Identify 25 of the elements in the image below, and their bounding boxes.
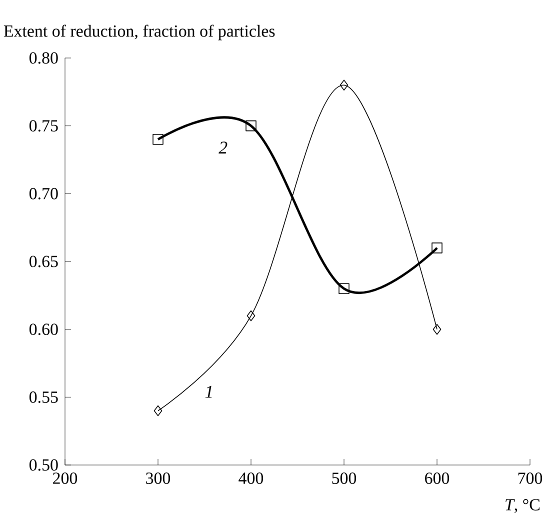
- series-label: 1: [205, 386, 212, 398]
- x-tick-label: 700: [518, 472, 542, 484]
- y-tick-label: 0.50: [29, 459, 58, 471]
- x-axis-title: T, °C: [506, 498, 540, 513]
- point: [246, 120, 256, 132]
- x-tick-label: 400: [238, 472, 264, 484]
- x-tick-label: 500: [332, 472, 356, 484]
- point: [152, 134, 164, 145]
- point: [432, 324, 442, 335]
- point: [432, 242, 442, 254]
- y-tick-label: 0.75: [29, 120, 58, 132]
- point: [246, 310, 256, 322]
- y-tick-label: 0.70: [29, 188, 58, 200]
- x-tick-label: 200: [53, 472, 78, 484]
- x-tick-label: 300: [146, 472, 170, 484]
- y-tick-label: 0.60: [29, 323, 58, 335]
- x-tick-label: 600: [425, 472, 450, 484]
- point: [338, 283, 350, 294]
- y-axis-title: Extent of reduction, fraction of particles: [4, 24, 275, 40]
- y-tick-label: 0.65: [29, 256, 58, 268]
- series-label: 2: [218, 141, 228, 154]
- y-tick-label: 0.80: [29, 52, 58, 64]
- point: [340, 80, 348, 90]
- point: [154, 405, 162, 416]
- y-tick-label: 0.55: [29, 391, 58, 403]
